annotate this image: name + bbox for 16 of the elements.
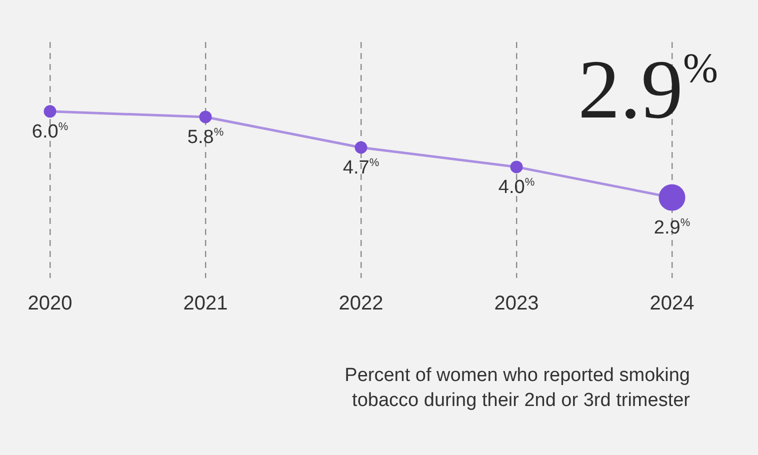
x-tick-label: 2024: [650, 292, 694, 315]
data-label: 4.7%: [342, 156, 380, 179]
x-tick-label: 2020: [28, 292, 72, 315]
headline-figure: 2.9$^{%}$: [578, 48, 718, 133]
x-tick-label: 2023: [494, 292, 539, 315]
text: Percent of women who reported smoking tobacco during their 2nd or 3rd trimester: [344, 364, 690, 413]
point: [510, 160, 523, 174]
x-tick-label: 2022: [338, 292, 384, 315]
data-label: 6.0%: [32, 120, 68, 142]
point: [199, 110, 212, 124]
x-tick-label: 2021: [183, 292, 228, 315]
data-label: 4.0%: [498, 176, 535, 198]
point: [354, 141, 368, 154]
data-label: 2.9%: [654, 216, 690, 238]
data-label: 5.8%: [187, 126, 224, 148]
point: [44, 105, 56, 118]
